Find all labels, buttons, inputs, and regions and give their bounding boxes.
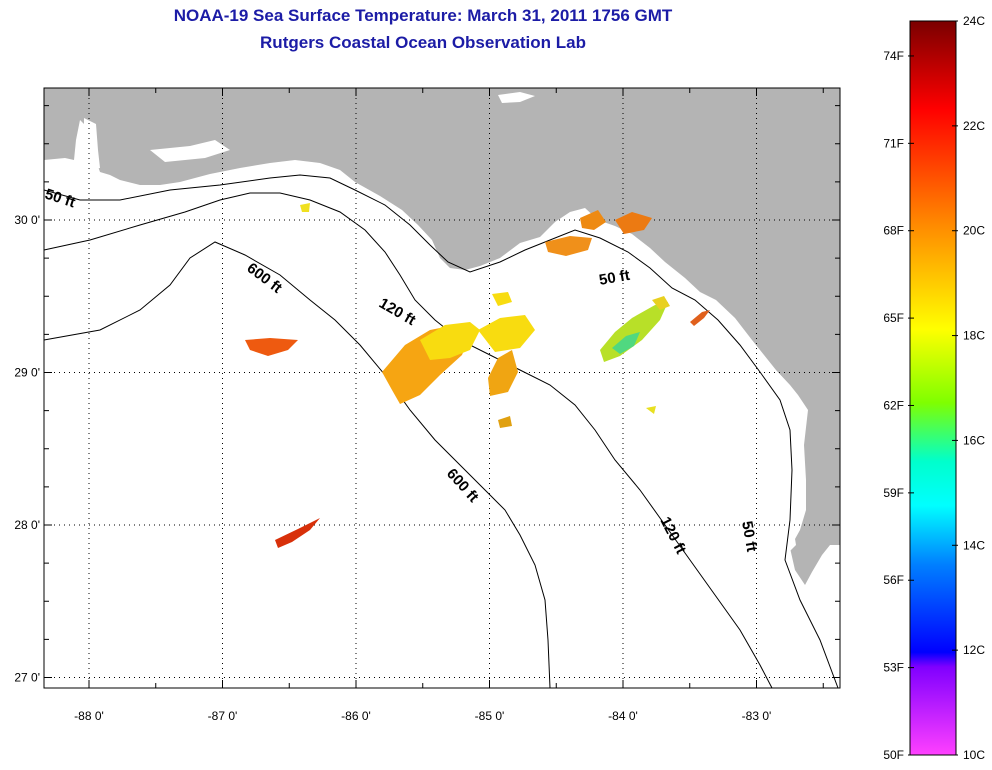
legend-f-label: 62F bbox=[883, 398, 904, 412]
x-tick-label: -84 0' bbox=[608, 709, 638, 723]
y-tick-label: 27 0' bbox=[14, 671, 40, 685]
bay-water-4 bbox=[778, 520, 796, 555]
contour-label-50ft-east: 50 ft bbox=[598, 267, 631, 289]
contour-label-50ft-south: 50 ft bbox=[738, 520, 760, 553]
legend-f-label: 68F bbox=[883, 224, 904, 238]
map-title: NOAA-19 Sea Surface Temperature: March 3… bbox=[173, 6, 673, 25]
legend-c-label: 10C bbox=[963, 748, 985, 762]
legend-f-label: 59F bbox=[883, 486, 904, 500]
legend-c-label: 12C bbox=[963, 643, 985, 657]
legend-f-label: 71F bbox=[883, 136, 904, 150]
legend-c-label: 20C bbox=[963, 224, 985, 238]
axis-ticks: -88 0' -87 0' -86 0' -85 0' -84 0' -83 0' 30 0… bbox=[14, 88, 840, 723]
map-subtitle: Rutgers Coastal Ocean Observation Lab bbox=[260, 33, 586, 52]
legend-c-label: 14C bbox=[963, 538, 985, 552]
legend-f-label: 65F bbox=[883, 311, 904, 325]
bay-water-3 bbox=[498, 92, 535, 103]
sst-patches bbox=[245, 203, 710, 548]
sst-patch bbox=[652, 296, 670, 310]
x-tick-label: -88 0' bbox=[74, 709, 104, 723]
legend-c-label: 18C bbox=[963, 329, 985, 343]
sst-patch bbox=[245, 338, 298, 356]
sst-patch bbox=[275, 518, 320, 548]
sst-patch bbox=[300, 203, 310, 212]
sst-patch bbox=[478, 315, 535, 352]
sst-patch bbox=[498, 416, 512, 428]
legend-colorbar bbox=[909, 20, 957, 756]
contour-600ft bbox=[43, 241, 551, 689]
y-tick-label: 28 0' bbox=[14, 518, 40, 532]
sst-patch bbox=[492, 292, 512, 306]
sst-patch bbox=[420, 322, 480, 360]
y-tick-label: 29 0' bbox=[14, 366, 40, 380]
sst-patch bbox=[612, 332, 640, 354]
land-mass bbox=[44, 88, 840, 585]
sst-patch bbox=[690, 310, 710, 326]
legend-labels: 24C 22C 20C 18C 16C 14C 12C 10C 74F 71F 68F 65F 62F 5… bbox=[883, 14, 985, 762]
bay-water bbox=[84, 118, 100, 170]
bay-water-2 bbox=[150, 140, 230, 162]
x-tick-label: -87 0' bbox=[208, 709, 238, 723]
x-tick-label: -83 0' bbox=[742, 709, 772, 723]
sst-patch bbox=[488, 350, 518, 396]
map-frame bbox=[43, 87, 841, 689]
sst-patch bbox=[646, 406, 656, 414]
legend-c-label: 24C bbox=[963, 14, 985, 28]
sst-map: 50 ft 600 ft 120 ft 50 ft 600 ft 120 ft … bbox=[14, 87, 841, 723]
x-tick-label: -85 0' bbox=[475, 709, 505, 723]
sst-patch bbox=[580, 210, 606, 230]
grid-lines bbox=[44, 88, 840, 688]
y-tick-label: 30 0' bbox=[14, 213, 40, 227]
contour-50ft-west bbox=[43, 174, 839, 689]
legend-f-label: 74F bbox=[883, 49, 904, 63]
color-legend: 24C 22C 20C 18C 16C 14C 12C 10C 74F 71F 68F 65F 62F 5… bbox=[883, 14, 985, 762]
legend-f-label: 53F bbox=[883, 661, 904, 675]
legend-c-label: 22C bbox=[963, 119, 985, 133]
sst-patch bbox=[545, 236, 592, 256]
legend-f-label: 50F bbox=[883, 748, 904, 762]
x-tick-label: -86 0' bbox=[341, 709, 371, 723]
legend-c-label: 16C bbox=[963, 433, 985, 447]
legend-f-label: 56F bbox=[883, 573, 904, 587]
sst-patch bbox=[615, 212, 652, 234]
